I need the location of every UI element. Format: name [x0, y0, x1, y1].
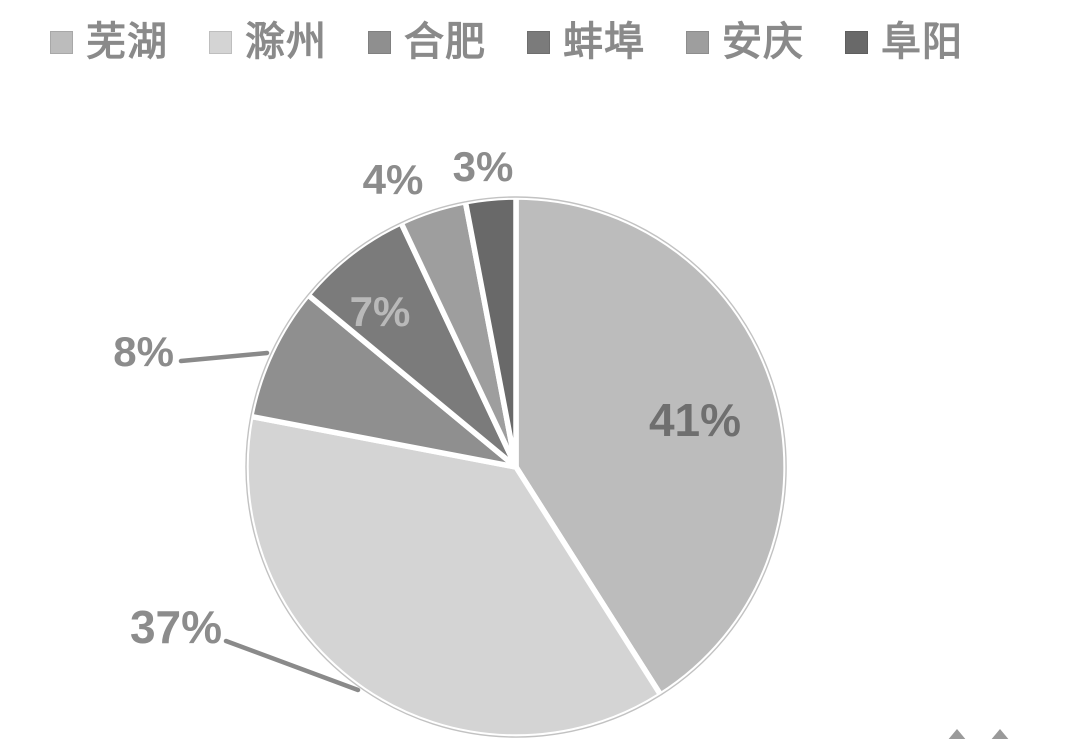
pie-rim-fuyang — [465, 196, 517, 203]
slice-label-wuhu: 41% — [649, 394, 741, 446]
cutoff-text-artifact-2 — [991, 729, 1009, 739]
legend-label-bengbu: 蚌埠 — [563, 20, 645, 64]
pie-rim-wuhu — [515, 196, 787, 696]
legend-label-anqing: 安庆 — [722, 20, 804, 64]
legend-swatch-fuyang — [845, 30, 868, 54]
pie-rim-bengbu — [307, 222, 402, 296]
slice-label-chuzhou: 37% — [130, 601, 222, 653]
legend-label-hefei: 合肥 — [404, 20, 486, 64]
legend-item-chuzhou: 滁州 — [209, 22, 327, 62]
legend-label-wuhu: 芜湖 — [86, 20, 168, 64]
legend-swatch-bengbu — [527, 30, 550, 54]
legend-swatch-hefei — [368, 30, 391, 54]
legend-item-anqing: 安庆 — [686, 22, 804, 62]
legend-item-wuhu: 芜湖 — [50, 22, 168, 62]
pie-rim-hefei — [250, 294, 309, 417]
leader-line-chuzhou — [223, 638, 361, 693]
pie-rim-anqing — [400, 201, 466, 224]
pie-rim-chuzhou — [245, 416, 662, 738]
slice-label-bengbu: 7% — [350, 288, 411, 335]
legend-item-hefei: 合肥 — [368, 22, 486, 62]
legend-label-fuyang: 阜阳 — [881, 20, 963, 64]
cutoff-text-artifact-1 — [948, 729, 966, 739]
leader-line-hefei — [178, 350, 270, 364]
legend-swatch-anqing — [686, 30, 709, 54]
legend-swatch-wuhu — [50, 30, 73, 54]
legend-item-fuyang: 阜阳 — [845, 22, 963, 62]
legend: 芜湖 滁州 合肥 蚌埠 安庆 阜阳 — [50, 22, 963, 62]
slice-label-fuyang: 3% — [453, 143, 514, 190]
slice-label-anqing: 4% — [363, 156, 424, 203]
legend-item-bengbu: 蚌埠 — [527, 22, 645, 62]
legend-label-chuzhou: 滁州 — [245, 20, 327, 64]
legend-swatch-chuzhou — [209, 30, 232, 54]
slice-label-hefei: 8% — [113, 328, 174, 375]
